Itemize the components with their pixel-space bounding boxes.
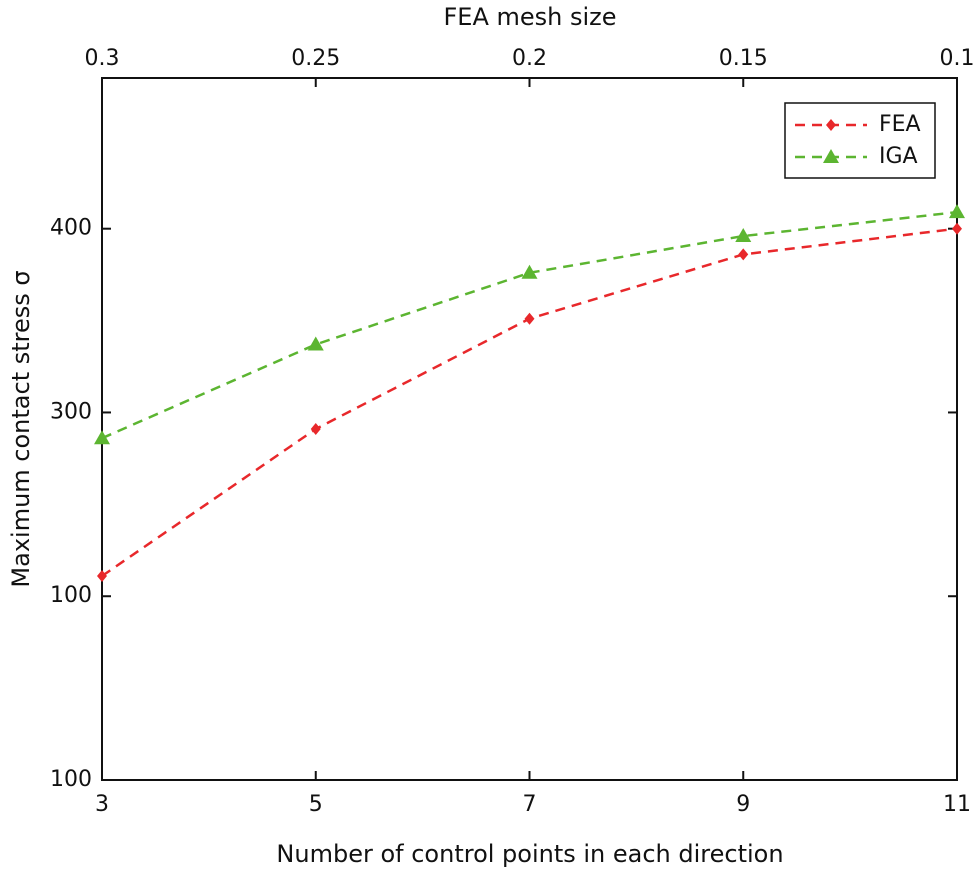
x-tick-label: 7 — [523, 792, 537, 817]
y-tick-label: 300 — [50, 399, 92, 424]
y-axis-label: Maximum contact stress σ — [7, 270, 35, 587]
x-tick-label: 5 — [309, 792, 323, 817]
marker — [97, 570, 107, 583]
legend-label: FEA — [879, 112, 921, 137]
marker — [735, 228, 752, 243]
marker — [949, 204, 965, 219]
plot-frame — [101, 77, 958, 781]
top-tick-label: 0.1 — [940, 46, 975, 71]
x-tick-label: 9 — [736, 792, 750, 817]
x-tick-label: 3 — [95, 792, 109, 817]
marker — [524, 312, 535, 325]
marker — [94, 430, 110, 445]
top-tick-label: 0.2 — [512, 46, 547, 71]
marker — [738, 248, 749, 261]
series-line — [101, 210, 958, 440]
x-axis-label: Number of control points in each directi… — [276, 840, 783, 868]
top-tick-label: 0.25 — [291, 46, 340, 71]
legend-marker — [823, 149, 839, 163]
y-tick-label: 100 — [50, 767, 92, 792]
legend-marker — [826, 119, 836, 131]
y-tick-label: 100 — [50, 583, 92, 608]
legend-label: IGA — [879, 144, 918, 169]
x-tick-label: 11 — [943, 792, 971, 817]
series-line — [101, 227, 958, 578]
marker — [310, 423, 321, 435]
y-tick-label: 400 — [50, 216, 92, 241]
top-tick-label: 0.15 — [719, 46, 768, 71]
legend-box — [784, 102, 936, 179]
top-tick-label: 0.3 — [85, 46, 120, 71]
marker — [307, 336, 324, 351]
top-axis-label: FEA mesh size — [443, 3, 616, 31]
marker — [521, 264, 538, 279]
marker — [952, 222, 962, 235]
